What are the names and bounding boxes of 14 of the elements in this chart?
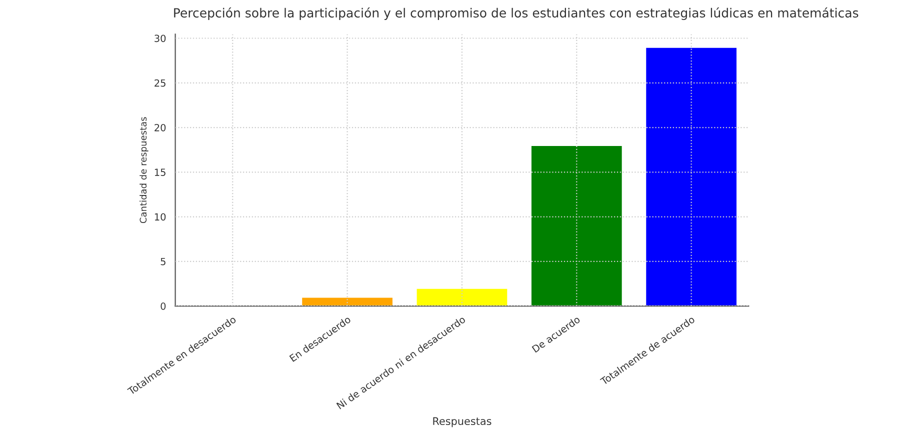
bar — [530, 144, 624, 306]
y-tick-label: 0 — [160, 302, 166, 310]
bar — [415, 287, 509, 306]
y-tick-label: 5 — [160, 258, 166, 266]
chart-title: Percepción sobre la participación y el compromiso de los estudiantes con estrategias lúdicas en matemáticas — [174, 7, 858, 20]
y-tick-label: 30 — [154, 34, 166, 42]
x-axis-title: Respuestas — [433, 417, 492, 428]
y-tick-label: 15 — [154, 168, 166, 176]
y-tick-label: 20 — [154, 124, 166, 132]
y-tick-label: 25 — [154, 79, 166, 87]
y-tick-label: 10 — [154, 213, 166, 221]
bar — [644, 46, 738, 306]
y-axis-title: Cantidad de respuestas — [140, 117, 148, 224]
bar — [300, 296, 394, 306]
